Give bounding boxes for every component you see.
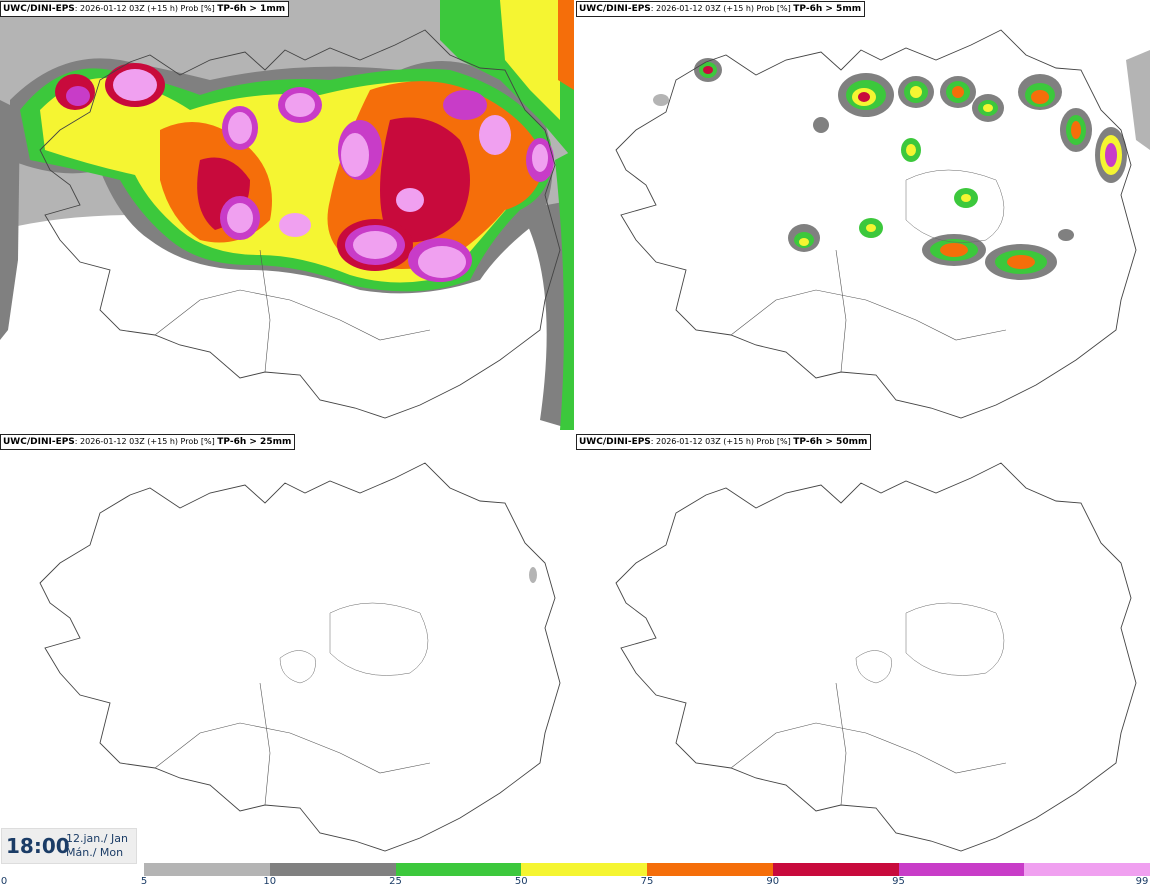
colorbar-label: 5 [140, 876, 148, 887]
precip-map-1mm [0, 0, 574, 430]
run-info: : 2026-01-12 03Z (+15 h) Prob [%] [650, 4, 794, 13]
map-panel-50mm: UWC/DINI-EPS: 2026-01-12 03Z (+15 h) Pro… [576, 433, 1150, 863]
model-name: UWC/DINI-EPS [3, 437, 75, 447]
colorbar-segment [395, 863, 522, 876]
colorbar-segment [898, 863, 1025, 876]
model-name: UWC/DINI-EPS [579, 437, 651, 447]
colorbar-label: 25 [389, 876, 402, 887]
valid-date-line2: Mán./ Mon [66, 846, 124, 859]
colorbar-label: 95 [892, 876, 905, 887]
colorbar-segment [1024, 863, 1150, 876]
model-name: UWC/DINI-EPS [3, 4, 75, 14]
colorbar-label: 10 [263, 876, 277, 887]
colorbar-label: 99 [1135, 876, 1149, 887]
valid-time-clock: 18:00 [6, 834, 70, 858]
precip-map-25mm [0, 433, 574, 863]
probability-colorbar [144, 863, 1150, 876]
valid-time-box: 18:00 12.jan./ Jan Mán./ Mon [1, 828, 137, 864]
panel-title-50mm: UWC/DINI-EPS: 2026-01-12 03Z (+15 h) Pro… [576, 434, 872, 450]
model-name: UWC/DINI-EPS [579, 4, 651, 14]
threshold-label: TP-6h > 25mm [217, 437, 292, 447]
threshold-label: TP-6h > 1mm [217, 4, 286, 14]
threshold-label: TP-6h > 50mm [793, 437, 868, 447]
colorbar-segment [772, 863, 899, 876]
map-panel-5mm: UWC/DINI-EPS: 2026-01-12 03Z (+15 h) Pro… [576, 0, 1150, 430]
map-panel-25mm: UWC/DINI-EPS: 2026-01-12 03Z (+15 h) Pro… [0, 433, 574, 863]
colorbar-label: 90 [766, 876, 780, 887]
valid-date-line1: 12.jan./ Jan [66, 832, 128, 845]
map-panel-1mm: UWC/DINI-EPS: 2026-01-12 03Z (+15 h) Pro… [0, 0, 574, 430]
colorbar-segment [269, 863, 396, 876]
run-info: : 2026-01-12 03Z (+15 h) Prob [%] [650, 437, 794, 446]
colorbar-segment [521, 863, 648, 876]
colorbar-label: 50 [514, 876, 528, 887]
colorbar-label: 0 [0, 876, 8, 887]
panel-title-25mm: UWC/DINI-EPS: 2026-01-12 03Z (+15 h) Pro… [0, 434, 296, 450]
colorbar-label: 75 [640, 876, 654, 887]
colorbar-segment [647, 863, 774, 876]
precip-map-50mm [576, 433, 1150, 863]
run-info: : 2026-01-12 03Z (+15 h) Prob [%] [74, 4, 218, 13]
panel-title-1mm: UWC/DINI-EPS: 2026-01-12 03Z (+15 h) Pro… [0, 1, 290, 17]
run-info: : 2026-01-12 03Z (+15 h) Prob [%] [74, 437, 218, 446]
colorbar-segment [144, 863, 271, 876]
precip-map-5mm [576, 0, 1150, 430]
panel-title-5mm: UWC/DINI-EPS: 2026-01-12 03Z (+15 h) Pro… [576, 1, 866, 17]
threshold-label: TP-6h > 5mm [793, 4, 862, 14]
